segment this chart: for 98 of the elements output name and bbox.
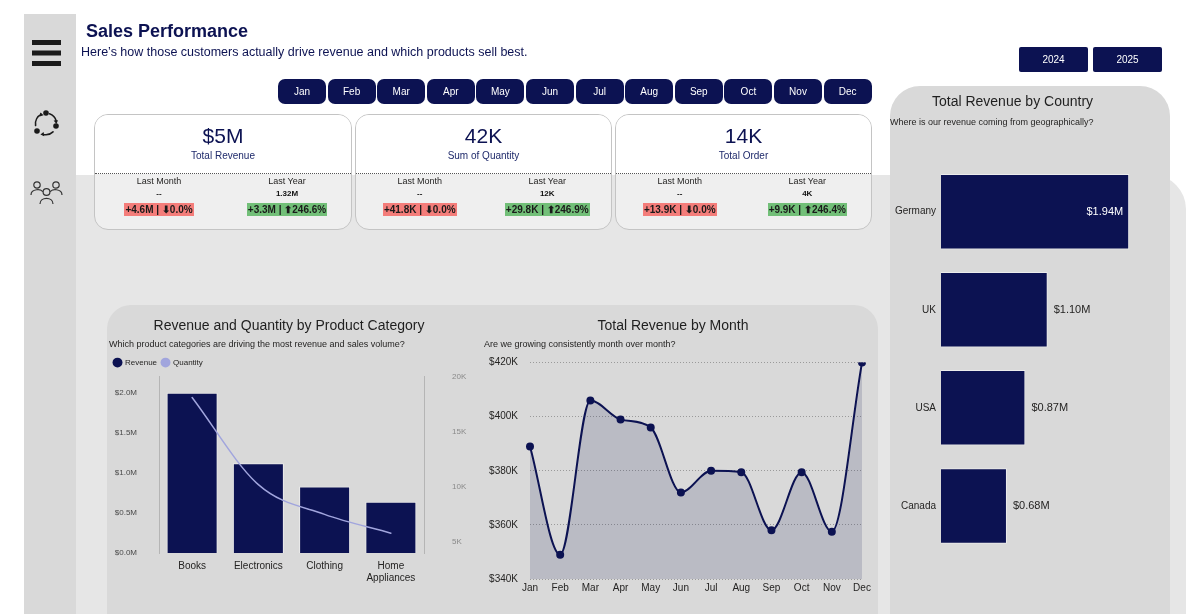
slicer-button[interactable]: Jun <box>526 79 574 104</box>
chart-title: Total Revenue by Country <box>931 93 1094 110</box>
y-tick-label: $380K <box>489 464 519 476</box>
chart-subtitle: Where is our revenue coming from geographically? <box>890 116 1094 127</box>
slicer-button[interactable]: Dec <box>823 79 872 104</box>
y-tick-label: $1.5M <box>114 427 138 437</box>
text: Total Order <box>717 150 770 161</box>
y-tick-label: USA <box>915 401 937 413</box>
line-series <box>191 396 392 534</box>
text: +4.6M | ⬇0.0% <box>124 203 194 216</box>
data-label: $0.87M <box>1031 400 1069 413</box>
point <box>646 423 655 432</box>
data-label: $1.94M <box>1086 204 1124 217</box>
y-tick-label: Canada <box>900 499 937 511</box>
text: -- <box>676 188 684 199</box>
point <box>707 466 716 475</box>
text: +13.9K | ⬇0.0% <box>642 203 717 216</box>
point <box>556 550 565 559</box>
text: Sum of Quantity <box>446 150 521 161</box>
text: Last Year <box>267 176 307 187</box>
y-tick-label: $400K <box>489 410 519 422</box>
text: +3.3M | ⬆246.6% <box>246 203 328 216</box>
chart-subtitle: Are we growing consistently month over month? <box>484 338 676 349</box>
data-label: $1.10M <box>1053 302 1091 315</box>
y2-tick-label: 5K <box>452 537 463 547</box>
y-tick-label: $1.0M <box>114 468 138 478</box>
slicer-button[interactable]: 2024 <box>1019 47 1088 72</box>
x-tick-label: Jul <box>704 581 718 593</box>
slicer-button[interactable]: Jul <box>575 79 624 104</box>
y-tick-label: $0.0M <box>114 548 138 558</box>
x-tick-label: Jun <box>672 581 689 593</box>
text: +41.8K | ⬇0.0% <box>382 203 457 216</box>
y-tick-label: $340K <box>489 572 519 584</box>
slicer-button[interactable]: 2025 <box>1093 47 1162 72</box>
x-tick-label: Oct <box>793 581 810 593</box>
chart-subtitle: Which product categories are driving the most revenue and sales volume? <box>109 338 405 349</box>
text: 12K <box>538 188 556 199</box>
slicer-button[interactable]: Mar <box>377 79 426 104</box>
text: -- <box>416 188 424 199</box>
text: 42K <box>463 124 504 148</box>
text: Last Month <box>656 176 703 187</box>
x-tick-label: Apr <box>612 581 629 593</box>
text: Last Month <box>135 176 183 187</box>
slicer-button[interactable]: Sep <box>674 79 723 104</box>
x-tick-label: Books <box>178 559 207 571</box>
y-tick-label: $2.0M <box>114 387 138 397</box>
y2-tick-label: 20K <box>452 371 467 381</box>
point <box>616 415 625 424</box>
data-label: $0.68M <box>1012 498 1050 511</box>
x-tick-label: May <box>641 581 661 593</box>
x-tick-label: Dec <box>853 581 871 593</box>
x-tick-label: Clothing <box>306 559 343 571</box>
text: 4K <box>801 188 814 199</box>
point <box>767 526 776 535</box>
text: +29.8K | ⬆246.9% <box>504 203 590 216</box>
legend-label: Quantity <box>173 357 203 367</box>
text: $5M <box>201 124 245 148</box>
x-tick-label: Mar <box>581 581 600 593</box>
y-tick-label: UK <box>922 303 937 315</box>
x-tick-label: Jan <box>521 581 539 593</box>
y2-tick-label: 10K <box>452 482 467 492</box>
x-tick-label: Home Appliances <box>366 559 416 583</box>
text: 1.32M <box>274 188 300 199</box>
slicer-button[interactable]: Feb <box>327 79 376 104</box>
x-tick-label: Feb <box>551 581 570 593</box>
y-tick-label: $0.5M <box>114 508 138 518</box>
slicer-button[interactable]: Aug <box>625 79 674 104</box>
legend-label: Revenue <box>125 357 158 367</box>
slicer-button[interactable]: May <box>476 79 525 104</box>
slicer-button[interactable]: Nov <box>774 79 822 104</box>
y2-tick-label: 15K <box>452 426 467 436</box>
x-tick-label: Sep <box>762 581 781 593</box>
y-tick-label: Germany <box>894 205 936 217</box>
y-tick-label: $360K <box>489 518 519 530</box>
text: -- <box>155 188 163 199</box>
point <box>737 468 746 477</box>
text: Here’s how those customers actually drive revenue and which products sell best. <box>81 45 528 59</box>
slicer-button[interactable]: Oct <box>724 79 773 104</box>
point <box>676 488 685 497</box>
x-tick-label: Electronics <box>233 559 283 571</box>
text: Last Year <box>787 176 827 187</box>
text: Last Month <box>396 176 443 187</box>
text: 14K <box>723 124 764 148</box>
point <box>797 468 806 477</box>
chart-title: Total Revenue by Month <box>597 317 749 334</box>
text: Sales Performance <box>86 21 249 42</box>
y-tick-label: $420K <box>489 356 519 368</box>
text: +9.9K | ⬆246.4% <box>767 203 847 216</box>
text: Total Revenue <box>190 150 256 161</box>
slicer-button[interactable]: Apr <box>426 79 475 104</box>
x-tick-label: Aug <box>732 581 751 593</box>
text: Last Year <box>527 176 567 187</box>
chart-title: Revenue and Quantity by Product Category <box>153 317 425 334</box>
slicer-button[interactable]: Jan <box>278 79 326 104</box>
point <box>586 396 595 405</box>
point <box>827 527 836 536</box>
x-tick-label: Nov <box>822 581 841 593</box>
point <box>526 442 534 451</box>
